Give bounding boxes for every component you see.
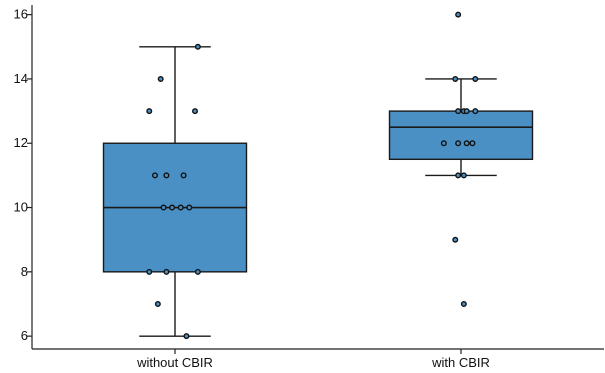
data-point	[177, 204, 184, 211]
y-tick-label: 14	[14, 71, 28, 86]
y-tick-label: 16	[14, 7, 28, 22]
data-point	[194, 43, 201, 50]
data-point	[169, 204, 176, 211]
data-point	[455, 140, 462, 147]
data-point	[146, 108, 153, 115]
data-point	[160, 204, 167, 211]
data-point	[163, 172, 170, 179]
data-point	[183, 333, 190, 340]
data-point	[154, 300, 161, 307]
data-point	[460, 300, 467, 307]
y-tick-label: 10	[14, 200, 28, 215]
data-point	[472, 108, 479, 115]
data-point	[452, 75, 459, 82]
data-point	[452, 236, 459, 243]
data-points	[146, 11, 479, 340]
iqr-box	[388, 110, 534, 161]
data-point	[460, 172, 467, 179]
x-category-label: with CBIR	[431, 355, 490, 370]
data-point	[440, 140, 447, 147]
data-point	[472, 75, 479, 82]
data-point	[180, 172, 187, 179]
data-point	[463, 108, 470, 115]
data-point	[151, 172, 158, 179]
data-point	[163, 268, 170, 275]
data-point	[146, 268, 153, 275]
data-point	[194, 268, 201, 275]
y-tick-label: 8	[21, 264, 28, 279]
boxes	[102, 46, 534, 337]
y-tick-label: 6	[21, 328, 28, 343]
data-point	[463, 140, 470, 147]
data-point	[192, 108, 199, 115]
x-category-label: without CBIR	[136, 355, 213, 370]
data-point	[455, 172, 462, 179]
data-point	[469, 140, 476, 147]
y-tick-label: 12	[14, 135, 28, 150]
data-point	[157, 75, 164, 82]
data-point	[455, 11, 462, 18]
x-axis: without CBIR with CBIR	[32, 348, 604, 370]
data-point	[455, 108, 462, 115]
data-point	[186, 204, 193, 211]
y-axis: 6 8 10 12 14 16	[14, 5, 33, 349]
